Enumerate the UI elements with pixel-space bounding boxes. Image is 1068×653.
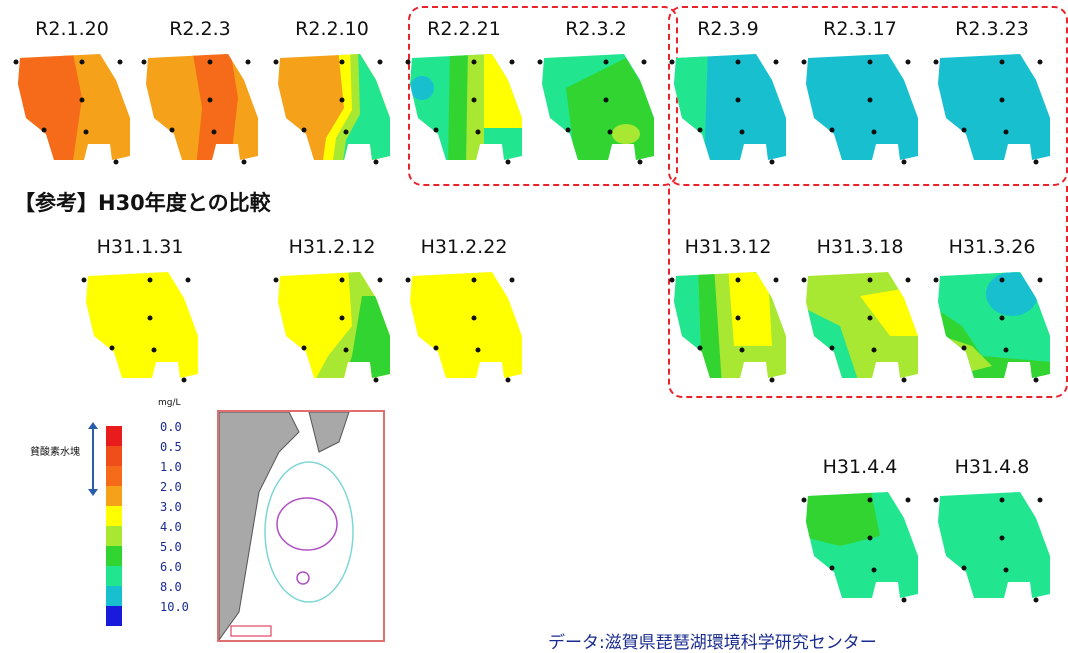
contour-map: [801, 272, 918, 383]
map-panel-h31-2-12: H31.2.12: [272, 236, 392, 386]
legend-value: 0.0: [160, 420, 182, 434]
group-box-reference: [668, 184, 1068, 398]
map-panel-r2-3-9: R2.3.9: [668, 18, 788, 168]
legend-value: 1.0: [160, 460, 182, 474]
legend-value: 10.0: [160, 600, 189, 614]
legend-swatch: [106, 526, 122, 546]
contour-map: [141, 54, 258, 165]
legend-swatch: [106, 606, 122, 626]
panel-date-label: H31.2.12: [288, 236, 376, 258]
legend-swatch: [106, 586, 122, 606]
hypoxia-range-arrow: [88, 422, 98, 496]
map-panel-r2-2-21: R2.2.21: [404, 18, 524, 168]
contour-map: [405, 272, 522, 383]
panel-date-label: R2.2.21: [427, 18, 501, 40]
panel-date-label: R2.3.9: [697, 18, 759, 40]
data-source-footer: データ:滋賀県琵琶湖環境科学研究センター: [548, 633, 877, 653]
contour-map: [405, 54, 522, 165]
panel-date-label: H31.2.22: [420, 236, 508, 258]
panel-date-label: H31.4.4: [822, 456, 898, 478]
panel-date-label: H31.3.18: [816, 236, 904, 258]
panel-date-label: R2.2.3: [169, 18, 231, 40]
contour-map: [801, 492, 918, 603]
contour-map: [933, 272, 1050, 383]
legend-swatch: [106, 446, 122, 466]
legend-value: 2.0: [160, 480, 182, 494]
map-panel-r2-3-2: R2.3.2: [536, 18, 656, 168]
map-panel-h31-3-18: H31.3.18: [800, 236, 920, 386]
panel-date-label: R2.1.20: [35, 18, 109, 40]
map-panel-r2-3-23: R2.3.23: [932, 18, 1052, 168]
panel-date-label: H31.4.8: [954, 456, 1030, 478]
contour-map: [669, 54, 786, 165]
map-panel-r2-2-3: R2.2.3: [140, 18, 260, 168]
panel-date-label: R2.3.23: [955, 18, 1029, 40]
contour-map: [81, 272, 198, 383]
legend-unit: mg/L: [158, 398, 181, 408]
reference-title: 【参考】H30年度との比較: [14, 191, 271, 215]
contour-map: [933, 54, 1050, 165]
contour-map: [273, 54, 390, 165]
contour-map: [669, 272, 786, 383]
inset-map-graphic: [219, 412, 354, 640]
contour-map: [933, 492, 1050, 603]
panel-date-label: R2.3.2: [565, 18, 627, 40]
legend-swatch: [106, 506, 122, 526]
location-inset-map: [217, 410, 385, 642]
legend-value: 5.0: [160, 540, 182, 554]
legend-value: 3.0: [160, 500, 182, 514]
legend-value: 8.0: [160, 580, 182, 594]
legend-swatch: [106, 426, 122, 446]
legend-value: 0.5: [160, 440, 182, 454]
map-panel-h31-2-22: H31.2.22: [404, 236, 524, 386]
legend-swatch: [106, 486, 122, 506]
panel-date-label: H31.3.26: [948, 236, 1036, 258]
legend-value: 6.0: [160, 560, 182, 574]
legend-swatch: [106, 566, 122, 586]
panel-date-label: R2.3.17: [823, 18, 897, 40]
panel-date-label: R2.2.10: [295, 18, 369, 40]
color-legend: mg/L 貧酸素水塊 0.0 0.5 1.0 2.0 3.0 4.0 5.0 6.0 8.0 10…: [30, 398, 198, 638]
contour-map: [273, 272, 390, 383]
panel-date-label: H31.3.12: [684, 236, 772, 258]
map-panel-r2-2-10: R2.2.10: [272, 18, 392, 168]
legend-swatch: [106, 546, 122, 566]
map-panel-r2-1-20: R2.1.20: [12, 18, 132, 168]
map-panel-h31-3-26: H31.3.26: [932, 236, 1052, 386]
contour-map: [13, 54, 130, 165]
group-box-recovery: [668, 6, 1068, 186]
map-panel-h31-1-31: H31.1.31: [80, 236, 200, 386]
map-panel-h31-3-12: H31.3.12: [668, 236, 788, 386]
map-panel-h31-4-8: H31.4.8: [932, 456, 1052, 606]
legend-swatch: [106, 466, 122, 486]
contour-map: [801, 54, 918, 165]
legend-value: 4.0: [160, 520, 182, 534]
map-panel-h31-4-4: H31.4.4: [800, 456, 920, 606]
hypoxia-label: 貧酸素水塊: [30, 447, 80, 458]
panel-date-label: H31.1.31: [96, 236, 184, 258]
contour-map: [537, 54, 654, 165]
map-panel-r2-3-17: R2.3.17: [800, 18, 920, 168]
